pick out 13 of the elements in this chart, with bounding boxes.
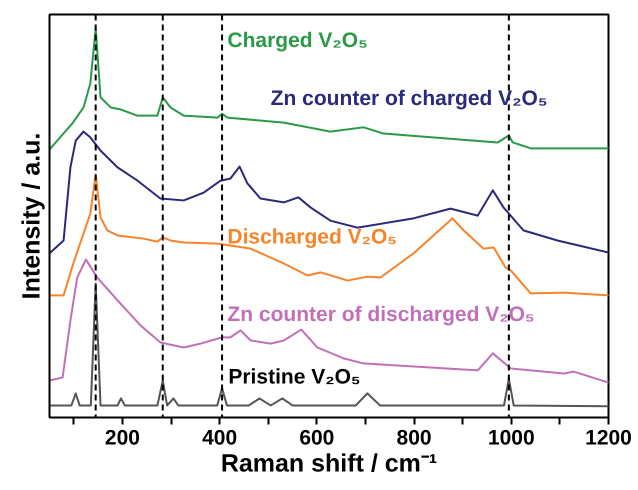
x-axis-title: Raman shift / cm⁻¹ (220, 450, 438, 478)
series-label: Zn counter of discharged V₂O₅ (227, 303, 535, 326)
text: Charged V₂O₅ (227, 28, 368, 52)
x-tick-label: 600 (299, 426, 334, 450)
x-tick-label: 200 (104, 426, 140, 450)
x-tick-label: 1000 (488, 426, 535, 450)
x-tick-label: 800 (396, 426, 432, 450)
text: Zn counter of charged V₂O₅ (270, 87, 548, 110)
series-label: Pristine V₂O₅ (228, 365, 361, 388)
series-label: Discharged V₂O₅ (227, 225, 397, 248)
y-axis-title: Intensity / a.u. (18, 132, 46, 300)
x-tick-label: 400 (202, 426, 238, 450)
x-tick-label: 1200 (585, 426, 632, 450)
